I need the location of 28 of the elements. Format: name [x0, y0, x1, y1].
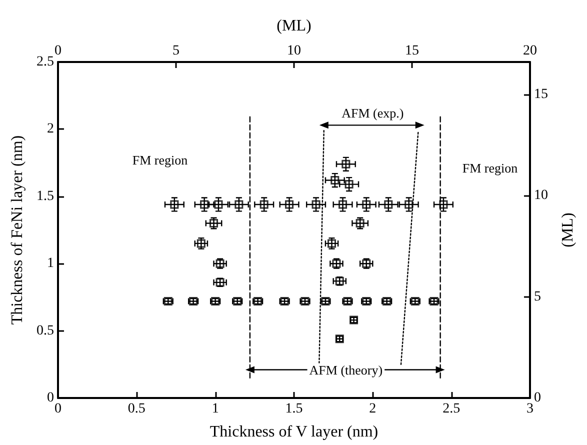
x-tick-label: 1	[212, 402, 219, 416]
y-tick-label: 0	[47, 390, 54, 406]
y-tick-label: 1	[47, 256, 54, 272]
x2-tick-label: 15	[405, 44, 419, 58]
x-axis-title: Thickness of V layer (nm)	[210, 424, 378, 440]
x-tick-label: 2	[369, 402, 376, 416]
x-tick-label: 0.5	[128, 402, 146, 416]
y-tick-label: 2.5	[36, 54, 54, 70]
x-tick-label: 2.5	[442, 402, 460, 416]
x2-tick-label: 20	[523, 44, 537, 58]
x-tick-label: 3	[526, 402, 534, 416]
x2-tick-label: 10	[287, 44, 301, 58]
x2-axis-title: (ML)	[276, 18, 312, 34]
y-tick-label: 0.5	[36, 323, 54, 338]
y2-tick-label: 0	[534, 390, 541, 406]
annotation: FM region	[132, 152, 188, 168]
y2-tick-label: 5	[534, 289, 541, 304]
y2-tick-label: 10	[534, 188, 548, 204]
x-tick-label: 1.5	[285, 402, 303, 416]
annotation: AFM (theory)	[309, 362, 383, 378]
y2-tick-label: 15	[534, 86, 548, 102]
y-tick-label: 1.5	[36, 188, 54, 204]
annotation: AFM (exp.)	[342, 106, 404, 121]
x2-tick-label: 5	[172, 44, 180, 58]
y-tick-label: 2	[47, 122, 54, 137]
y2-axis-title: (ML)	[560, 212, 576, 248]
y-axis-title: Thickness of FeNi layer (nm)	[9, 135, 26, 325]
annotation: FM region	[462, 160, 518, 176]
